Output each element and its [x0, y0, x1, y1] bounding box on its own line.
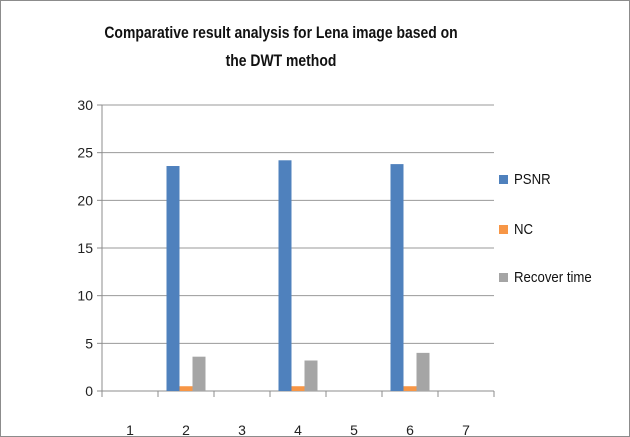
bar-nc [403, 386, 417, 391]
y-tick-label: 10 [77, 288, 93, 304]
bar-recover-time [192, 356, 206, 391]
x-tick-label: 6 [406, 422, 414, 436]
x-tick-label: 7 [462, 422, 470, 436]
x-tick-label: 3 [238, 422, 246, 436]
x-tick-label: 1 [126, 422, 134, 436]
legend-label-recover-time: Recover time [514, 268, 592, 286]
legend-label-nc: NC [514, 220, 534, 238]
x-tick-label: 2 [182, 422, 190, 436]
legend-label-psnr: PSNR [514, 170, 551, 188]
x-tick-label: 5 [350, 422, 358, 436]
bar-psnr [390, 164, 404, 391]
bar-nc [179, 386, 193, 391]
y-tick-label: 20 [77, 192, 93, 208]
y-tick-label: 0 [85, 383, 93, 399]
bar-psnr [278, 160, 292, 391]
legend-swatch-recover-time [499, 272, 508, 282]
bar-recover-time [416, 352, 430, 391]
bar-recover-time [304, 360, 318, 391]
legend-item-nc: NC [499, 219, 536, 239]
x-tick-label: 4 [294, 422, 302, 436]
y-tick-label: 30 [77, 97, 93, 113]
legend-swatch-nc [499, 224, 508, 234]
legend-swatch-psnr [499, 174, 508, 184]
y-tick-label: 25 [77, 145, 93, 161]
y-tick-label: 15 [77, 240, 93, 256]
legend-item-psnr: PSNR [499, 169, 556, 189]
legend-item-recover-time: Recover time [499, 267, 602, 287]
chart-title: Comparative result analysis for Lena ima… [104, 23, 458, 70]
bar-psnr [166, 166, 180, 391]
bar-nc [291, 386, 305, 391]
y-tick-label: 5 [85, 335, 93, 351]
